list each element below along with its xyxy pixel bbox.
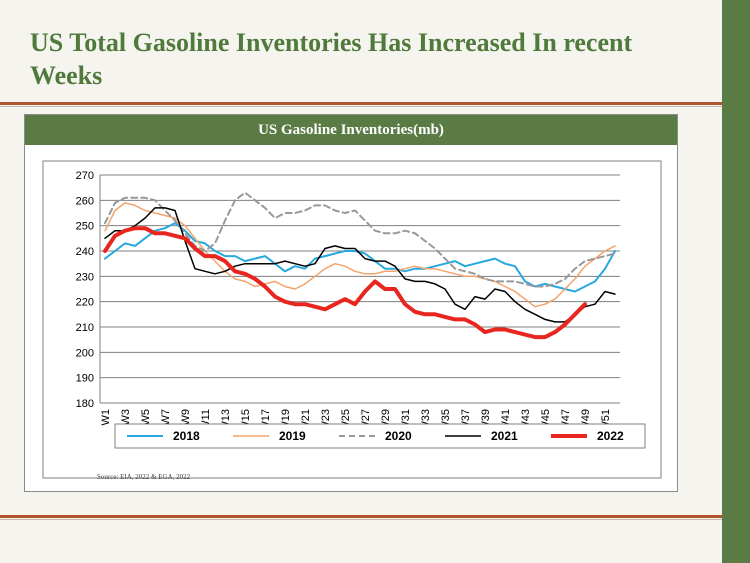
chart-source: Source: EIA, 2022 & EGA, 2022 (97, 473, 191, 481)
y-tick-label: 220 (76, 297, 94, 309)
y-tick-label: 210 (76, 322, 94, 334)
series-line-2022 (103, 226, 587, 340)
right-accent-bar (722, 0, 750, 563)
legend-label-2021: 2021 (491, 429, 518, 443)
top-divider (0, 102, 722, 105)
y-tick-label: 190 (76, 373, 94, 385)
line-chart: 180 190 200 210 220 230 240 250 260 270 W1 W3 W5 W7 W9… (42, 160, 662, 479)
y-tick-label: 200 (76, 347, 94, 359)
legend-label-2022: 2022 (597, 429, 624, 443)
legend-label-2019: 2019 (279, 429, 306, 443)
y-tick-label: 250 (76, 221, 94, 233)
x-tick-label: W5 (140, 409, 152, 426)
y-tick-label: 260 (76, 195, 94, 207)
y-tick-label: 180 (76, 398, 94, 410)
x-tick-label: W9 (180, 409, 192, 426)
y-tick-label: 230 (76, 271, 94, 283)
chart-title: US Gasoline Inventories(mb) (25, 115, 677, 145)
legend-label-2018: 2018 (173, 429, 200, 443)
legend-label-2020: 2020 (385, 429, 412, 443)
x-tick-label: W1 (100, 409, 112, 426)
bottom-divider-thin (0, 519, 722, 520)
series-line-2018 (104, 222, 616, 293)
x-tick-label: W7 (160, 409, 172, 426)
series-line-2021 (104, 207, 616, 323)
top-divider-thin (0, 106, 722, 107)
slide-title: US Total Gasoline Inventories Has Increa… (30, 28, 633, 90)
y-tick-label: 270 (76, 170, 94, 182)
bottom-divider (0, 515, 722, 518)
chart-panel: US Gasoline Inventories(mb) 180 190 200 210… (24, 114, 678, 492)
x-tick-label: W3 (120, 409, 132, 426)
series-line-2020 (104, 191, 616, 288)
y-tick-label: 240 (76, 246, 94, 258)
series-line-2019 (104, 202, 616, 308)
